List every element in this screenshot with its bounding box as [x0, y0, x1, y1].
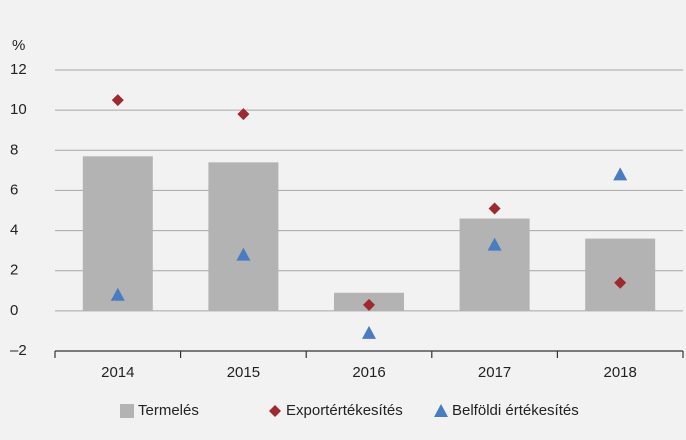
y-unit: %	[12, 37, 25, 54]
y-tick-label: 6	[10, 181, 18, 198]
y-tick-label: 2	[10, 262, 18, 279]
y-tick-label: 10	[10, 101, 27, 118]
x-tick-label: 2016	[352, 364, 385, 381]
x-tick-label: 2015	[227, 364, 260, 381]
triangle-marker	[362, 325, 376, 339]
y-tick-label: 0	[10, 302, 18, 319]
bar	[459, 218, 530, 311]
bar	[585, 238, 656, 311]
legend-label: Belföldi értékesítés	[452, 402, 579, 419]
diamond-marker	[614, 276, 627, 289]
y-tick-label: 12	[10, 61, 27, 78]
diamond-marker	[111, 94, 124, 107]
x-tick-label: 2014	[101, 364, 134, 381]
diamond-marker	[488, 202, 501, 215]
legend-swatch	[269, 405, 281, 417]
triangle-marker	[487, 237, 502, 251]
y-tick-label: –2	[10, 342, 27, 359]
legend-label: Termelés	[138, 402, 199, 419]
bar	[82, 156, 153, 311]
y-tick-label: 4	[10, 222, 18, 239]
triangle-marker	[110, 287, 125, 301]
diamond-marker	[237, 108, 250, 121]
bar	[208, 162, 279, 311]
legend-swatch	[434, 404, 448, 417]
diamond-marker	[363, 298, 375, 311]
legend-swatch	[120, 404, 134, 418]
legend-label: Exportértékesítés	[286, 402, 403, 419]
triangle-marker	[613, 167, 628, 181]
x-tick-label: 2017	[478, 364, 511, 381]
x-tick-label: 2018	[604, 364, 637, 381]
y-tick-label: 8	[10, 141, 18, 158]
triangle-marker	[236, 247, 251, 261]
